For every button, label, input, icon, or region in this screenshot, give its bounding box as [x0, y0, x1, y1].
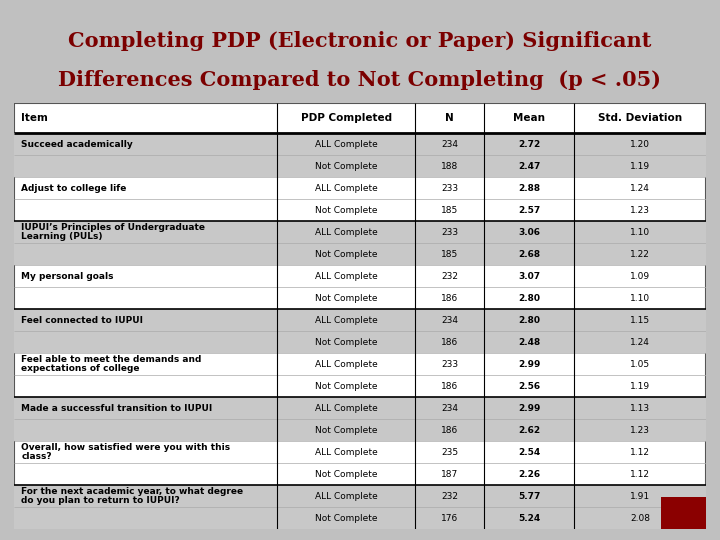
Text: 1.23: 1.23 — [630, 426, 650, 435]
Text: 188: 188 — [441, 162, 459, 171]
Text: ALL Complete: ALL Complete — [315, 184, 377, 193]
Text: N: N — [446, 113, 454, 123]
Text: 1.12: 1.12 — [630, 448, 650, 457]
Text: 186: 186 — [441, 294, 459, 303]
Text: 1.24: 1.24 — [630, 184, 650, 193]
Text: 1.13: 1.13 — [630, 404, 650, 413]
Text: 5.77: 5.77 — [518, 492, 541, 501]
Text: 1.20: 1.20 — [630, 140, 650, 149]
Text: expectations of college: expectations of college — [22, 364, 140, 373]
Text: ALL Complete: ALL Complete — [315, 228, 377, 237]
Text: 234: 234 — [441, 404, 459, 413]
Text: Learning (PULs): Learning (PULs) — [22, 232, 103, 241]
Bar — [14, 485, 706, 529]
Text: 2.68: 2.68 — [518, 250, 541, 259]
Text: 1.24: 1.24 — [630, 338, 650, 347]
Text: 3.06: 3.06 — [518, 228, 540, 237]
Text: Not Complete: Not Complete — [315, 206, 377, 215]
Text: ALL Complete: ALL Complete — [315, 404, 377, 413]
Text: 2.56: 2.56 — [518, 382, 541, 391]
Text: 186: 186 — [441, 382, 459, 391]
Text: Made a successful transition to IUPUI: Made a successful transition to IUPUI — [22, 404, 212, 413]
Text: 234: 234 — [441, 140, 459, 149]
Text: Not Complete: Not Complete — [315, 338, 377, 347]
Text: Std. Deviation: Std. Deviation — [598, 113, 682, 123]
Text: ALL Complete: ALL Complete — [315, 492, 377, 501]
Text: Not Complete: Not Complete — [315, 162, 377, 171]
Text: Not Complete: Not Complete — [315, 470, 377, 479]
Text: Not Complete: Not Complete — [315, 250, 377, 259]
Text: Item: Item — [22, 113, 48, 123]
Text: My personal goals: My personal goals — [22, 272, 114, 281]
Text: 234: 234 — [441, 316, 459, 325]
Bar — [661, 497, 706, 529]
Text: ALL Complete: ALL Complete — [315, 272, 377, 281]
Bar — [14, 309, 706, 353]
Text: 2.26: 2.26 — [518, 470, 541, 479]
Text: 2.80: 2.80 — [518, 294, 540, 303]
Text: Mean: Mean — [513, 113, 545, 123]
Text: 1.19: 1.19 — [630, 162, 650, 171]
Bar — [14, 133, 706, 177]
Text: PDP Completed: PDP Completed — [301, 113, 392, 123]
Text: 2.57: 2.57 — [518, 206, 541, 215]
Text: 2.88: 2.88 — [518, 184, 541, 193]
Text: 1.23: 1.23 — [630, 206, 650, 215]
Text: 235: 235 — [441, 448, 459, 457]
Text: 1.12: 1.12 — [630, 470, 650, 479]
Text: 185: 185 — [441, 250, 459, 259]
Text: 233: 233 — [441, 184, 459, 193]
Text: 185: 185 — [441, 206, 459, 215]
Text: 233: 233 — [441, 228, 459, 237]
Text: Not Complete: Not Complete — [315, 382, 377, 391]
Text: 2.47: 2.47 — [518, 162, 541, 171]
Text: 232: 232 — [441, 492, 459, 501]
Text: 5.24: 5.24 — [518, 514, 541, 523]
Text: 187: 187 — [441, 470, 459, 479]
Text: ALL Complete: ALL Complete — [315, 360, 377, 369]
Text: Differences Compared to Not Completing  (p < .05): Differences Compared to Not Completing (… — [58, 70, 662, 90]
Text: 1.09: 1.09 — [630, 272, 650, 281]
Text: 2.08: 2.08 — [630, 514, 650, 523]
Text: 2.99: 2.99 — [518, 360, 541, 369]
Text: Adjust to college life: Adjust to college life — [22, 184, 127, 193]
Text: For the next academic year, to what degree: For the next academic year, to what degr… — [22, 487, 243, 496]
Text: 3.07: 3.07 — [518, 272, 541, 281]
Text: 2.48: 2.48 — [518, 338, 541, 347]
Text: 1.19: 1.19 — [630, 382, 650, 391]
Text: 186: 186 — [441, 426, 459, 435]
Text: IUPUI’s Principles of Undergraduate: IUPUI’s Principles of Undergraduate — [22, 224, 205, 232]
Text: Completing PDP (Electronic or Paper) Significant: Completing PDP (Electronic or Paper) Sig… — [68, 31, 652, 51]
Text: Not Complete: Not Complete — [315, 294, 377, 303]
Text: Succeed academically: Succeed academically — [22, 140, 133, 149]
Text: Not Complete: Not Complete — [315, 426, 377, 435]
Text: class?: class? — [22, 452, 52, 461]
Text: Feel able to meet the demands and: Feel able to meet the demands and — [22, 355, 202, 364]
Text: Feel connected to IUPUI: Feel connected to IUPUI — [22, 316, 143, 325]
Text: 176: 176 — [441, 514, 459, 523]
Text: 1.10: 1.10 — [630, 228, 650, 237]
Text: 2.99: 2.99 — [518, 404, 541, 413]
Text: ALL Complete: ALL Complete — [315, 448, 377, 457]
Bar — [14, 221, 706, 265]
Text: 2.62: 2.62 — [518, 426, 541, 435]
Text: 1.10: 1.10 — [630, 294, 650, 303]
Text: 1.15: 1.15 — [630, 316, 650, 325]
Text: 2.54: 2.54 — [518, 448, 541, 457]
Text: 1.91: 1.91 — [630, 492, 650, 501]
Text: ALL Complete: ALL Complete — [315, 316, 377, 325]
Text: 1.05: 1.05 — [630, 360, 650, 369]
Text: Overall, how satisfied were you with this: Overall, how satisfied were you with thi… — [22, 443, 230, 453]
Text: ALL Complete: ALL Complete — [315, 140, 377, 149]
Text: 233: 233 — [441, 360, 459, 369]
Text: 2.80: 2.80 — [518, 316, 540, 325]
Text: 2.72: 2.72 — [518, 140, 541, 149]
Text: 186: 186 — [441, 338, 459, 347]
Text: 232: 232 — [441, 272, 459, 281]
Bar — [14, 397, 706, 441]
Text: 1.22: 1.22 — [630, 250, 650, 259]
Text: do you plan to return to IUPUI?: do you plan to return to IUPUI? — [22, 496, 180, 505]
Text: Not Complete: Not Complete — [315, 514, 377, 523]
